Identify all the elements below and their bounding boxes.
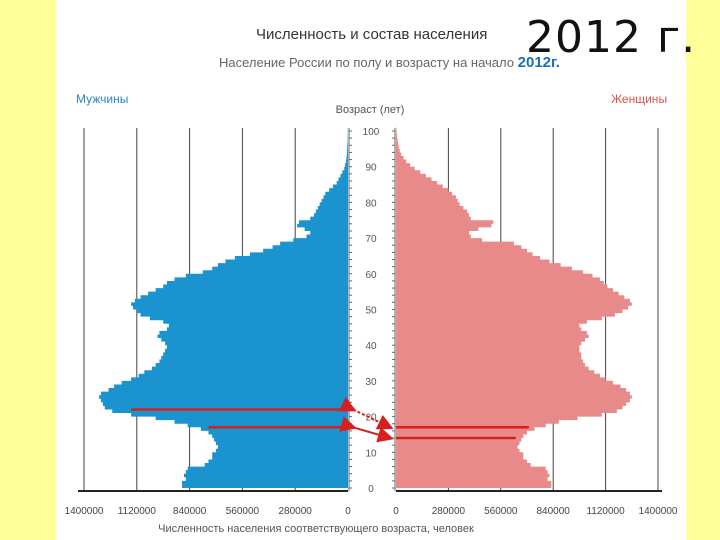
subtitle-text: Население России по полу и возрасту на н… [219,55,515,70]
age-tick-label: 90 [365,163,377,174]
x-tick-label-left: 0 [345,506,351,517]
age-tick-label: 40 [365,341,377,352]
x-tick-label-right: 280000 [432,506,466,517]
age-axis-label: Возраст (лет) [336,104,405,116]
x-tick-label-left: 1120000 [118,506,157,517]
x-tick-label-right: 1400000 [639,506,678,517]
year-label: 2012 г. [526,12,697,63]
x-tick-label-left: 560000 [226,506,260,517]
chart-subtitle: Население России по полу и возрасту на н… [219,54,560,71]
x-tick-label-right: 1120000 [586,506,625,517]
male-population-area [99,127,348,489]
annotation-arrow-2 [339,416,394,443]
legend-male: Мужчины [76,92,129,106]
age-tick-label: 0 [368,484,374,495]
age-tick-label: 100 [363,127,380,138]
age-tick-label: 60 [365,270,377,281]
x-tick-label-left: 1400000 [65,506,104,517]
x-tick-label-right: 0 [393,506,399,517]
x-tick-label-right: 840000 [537,506,571,517]
age-tick-label: 30 [365,377,377,388]
age-tick-label: 10 [365,448,377,459]
x-tick-label-right: 560000 [484,506,518,517]
subtitle-year: 2012г. [517,54,560,71]
age-tick-label: 70 [365,234,377,245]
x-tick-label-left: 280000 [279,506,313,517]
slide-canvas: Численность и состав населения Население… [56,0,695,540]
chart-title: Численность и состав населения [256,26,488,43]
x-axis-label: Численность населения соответствующего в… [158,523,474,535]
legend-female: Женщины [611,92,668,106]
female-population-area [396,127,632,489]
age-tick-label: 80 [365,198,377,209]
x-tick-label-left: 840000 [173,506,207,517]
age-tick-label: 50 [365,306,377,317]
